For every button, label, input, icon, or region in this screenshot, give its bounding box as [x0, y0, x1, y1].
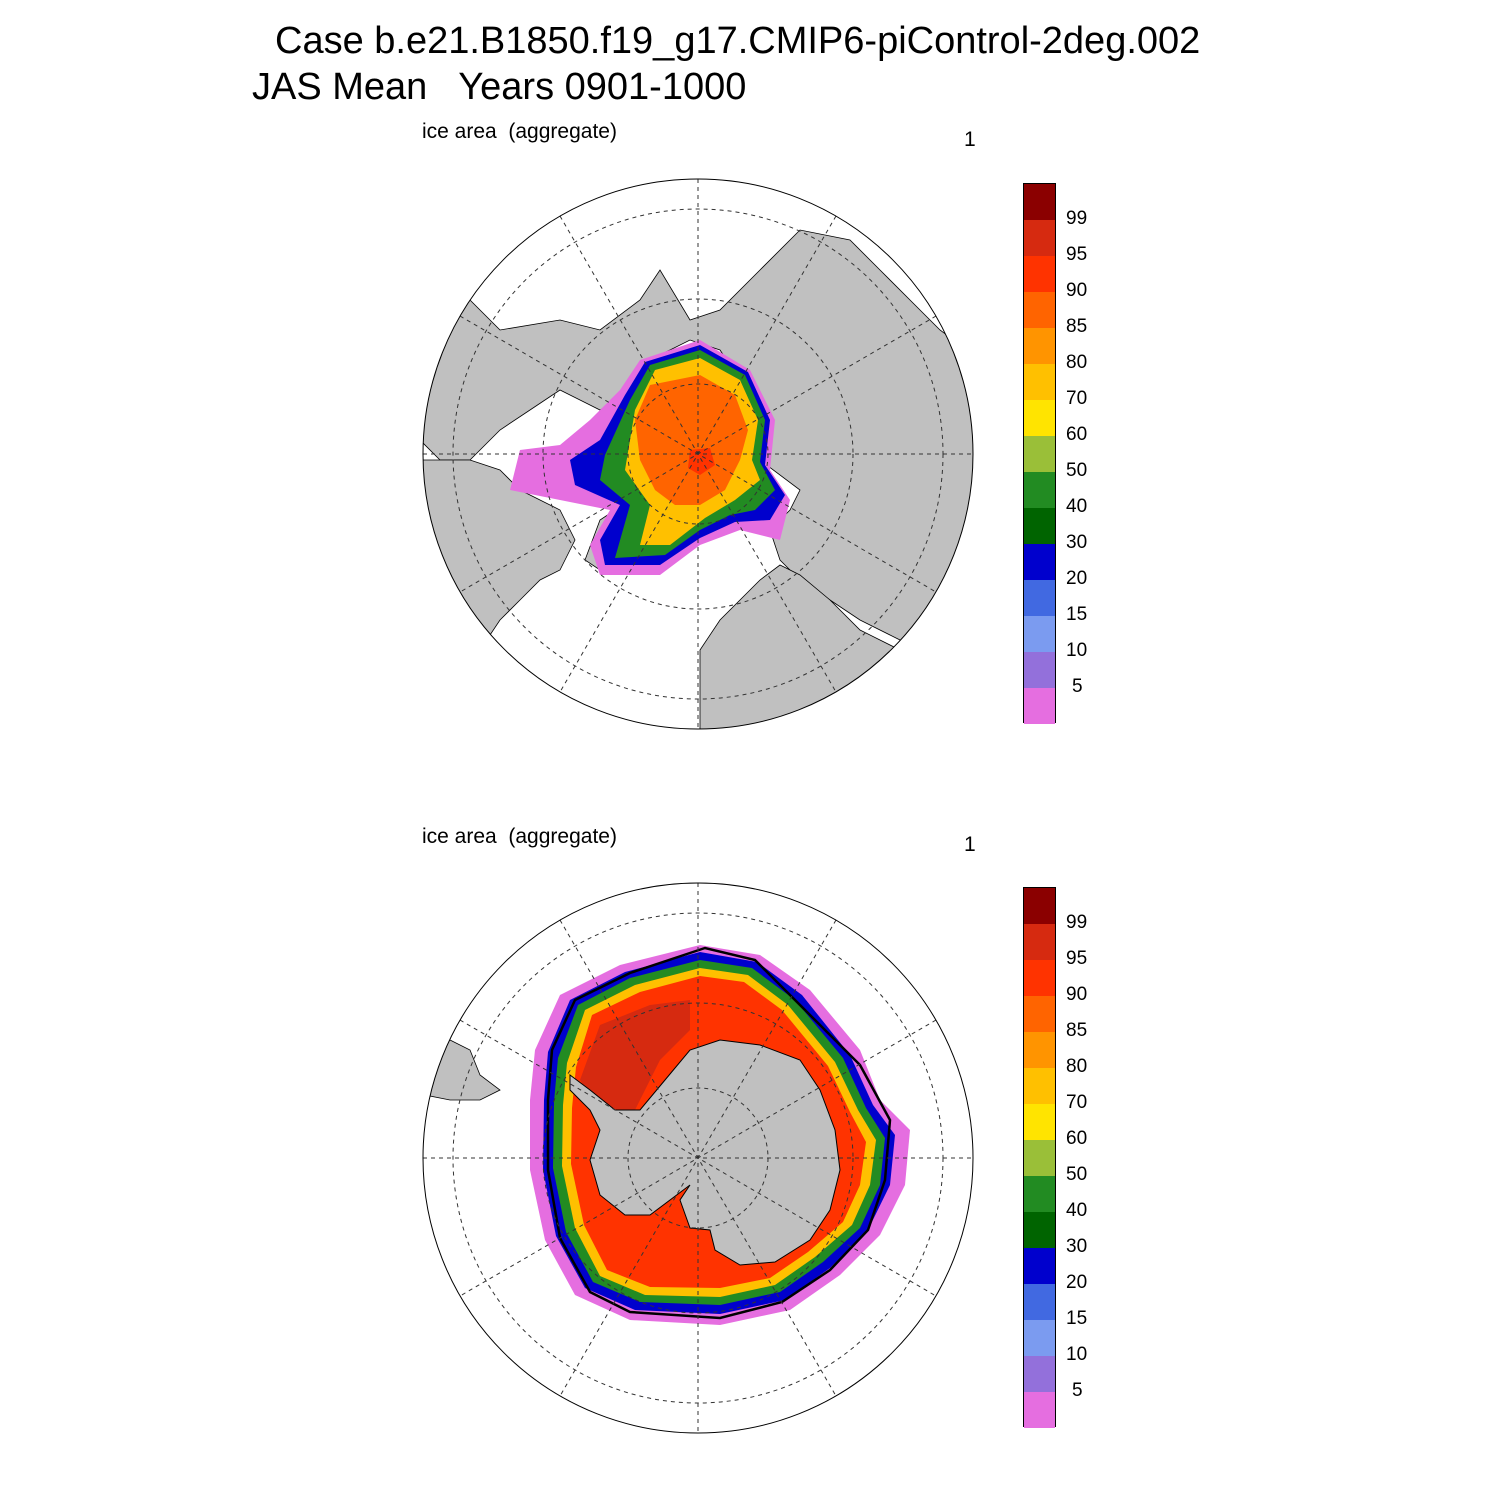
south-graticule — [423, 883, 973, 1433]
north-ice-85 — [635, 375, 748, 505]
south-colorbar-label: 99 — [1066, 912, 1088, 933]
north-map-border — [422, 178, 974, 730]
figure-title-line-2: JAS Mean Years 0901-1000 — [252, 66, 747, 108]
south-panel-label: ice area (aggregate) — [422, 825, 617, 848]
south-colorbar-label: 85 — [1066, 1020, 1088, 1041]
north-colorbar-box — [1024, 256, 1055, 292]
north-colorbar-box — [1024, 616, 1055, 652]
south-colorbar-box — [1024, 996, 1055, 1032]
north-ice-95 — [688, 448, 715, 475]
north-colorbar-box — [1024, 688, 1055, 724]
south-colorbar-box — [1024, 1104, 1055, 1140]
south-colorbar-box — [1024, 888, 1055, 924]
south-map-border — [422, 882, 974, 1434]
north-colorbar-label: 85 — [1066, 316, 1088, 337]
north-colorbar-box — [1024, 436, 1055, 472]
figure-title-line-1: Case b.e21.B1850.f19_g17.CMIP6-piControl… — [275, 20, 1201, 62]
north-colorbar-box — [1024, 472, 1055, 508]
south-colorbar-label: 5 — [1072, 1380, 1083, 1401]
south-colorbar-box — [1024, 1068, 1055, 1104]
south-colorbar-box — [1024, 1176, 1055, 1212]
north-colorbar-label: 95 — [1066, 244, 1088, 265]
north-panel-number: 1 — [964, 128, 976, 151]
north-colorbar — [1023, 183, 1056, 724]
south-colorbar — [1023, 887, 1056, 1428]
south-colorbar-label: 90 — [1066, 984, 1088, 1005]
south-colorbar-box — [1024, 960, 1055, 996]
north-colorbar-label: 5 — [1072, 676, 1083, 697]
north-colorbar-box — [1024, 364, 1055, 400]
north-colorbar-label: 15 — [1066, 604, 1088, 625]
south-colorbar-label: 10 — [1066, 1344, 1088, 1365]
north-colorbar-label: 10 — [1066, 640, 1088, 661]
north-colorbar-box — [1024, 328, 1055, 364]
south-colorbar-label: 80 — [1066, 1056, 1088, 1077]
south-ice-99 — [580, 1000, 690, 1120]
south-colorbar-box — [1024, 1212, 1055, 1248]
south-polar-map — [423, 883, 973, 1433]
north-colorbar-label: 70 — [1066, 388, 1088, 409]
north-colorbar-box — [1024, 292, 1055, 328]
north-colorbar-label: 40 — [1066, 496, 1088, 517]
south-panel-number: 1 — [964, 833, 976, 856]
south-colorbar-label: 15 — [1066, 1308, 1088, 1329]
north-colorbar-label: 60 — [1066, 424, 1088, 445]
south-colorbar-box — [1024, 1032, 1055, 1068]
south-colorbar-box — [1024, 924, 1055, 960]
south-colorbar-box — [1024, 1248, 1055, 1284]
south-colorbar-box — [1024, 1356, 1055, 1392]
north-colorbar-label: 50 — [1066, 460, 1088, 481]
north-graticule — [423, 179, 973, 729]
north-colorbar-box — [1024, 652, 1055, 688]
north-colorbar-label: 20 — [1066, 568, 1088, 589]
south-colorbar-label: 30 — [1066, 1236, 1088, 1257]
south-colorbar-box — [1024, 1320, 1055, 1356]
south-colorbar-label: 50 — [1066, 1164, 1088, 1185]
south-america-land — [424, 1039, 501, 1101]
north-panel-label: ice area (aggregate) — [422, 120, 617, 143]
north-colorbar-label: 80 — [1066, 352, 1088, 373]
south-colorbar-box — [1024, 1392, 1055, 1428]
south-observed-edge — [546, 946, 892, 1320]
north-polar-map — [423, 179, 973, 729]
antarctica-land — [569, 1039, 841, 1266]
north-colorbar-label: 99 — [1066, 208, 1088, 229]
south-colorbar-box — [1024, 1284, 1055, 1320]
south-colorbar-label: 20 — [1066, 1272, 1088, 1293]
south-colorbar-box — [1024, 1140, 1055, 1176]
south-colorbar-label: 60 — [1066, 1128, 1088, 1149]
north-colorbar-box — [1024, 544, 1055, 580]
north-colorbar-label: 90 — [1066, 280, 1088, 301]
north-colorbar-box — [1024, 580, 1055, 616]
north-colorbar-label: 30 — [1066, 532, 1088, 553]
south-colorbar-label: 70 — [1066, 1092, 1088, 1113]
north-colorbar-box — [1024, 220, 1055, 256]
north-colorbar-box — [1024, 400, 1055, 436]
north-colorbar-box — [1024, 184, 1055, 220]
north-colorbar-box — [1024, 508, 1055, 544]
south-colorbar-label: 40 — [1066, 1200, 1088, 1221]
south-colorbar-label: 95 — [1066, 948, 1088, 969]
